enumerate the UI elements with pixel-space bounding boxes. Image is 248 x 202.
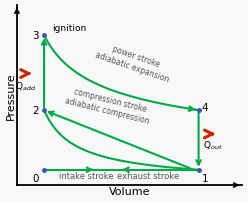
Text: Q$_{add}$: Q$_{add}$ bbox=[15, 80, 36, 92]
Text: 1: 1 bbox=[202, 173, 208, 183]
Text: 3: 3 bbox=[32, 31, 39, 41]
Text: compression stroke
adiabatic compression: compression stroke adiabatic compression bbox=[64, 85, 153, 126]
Y-axis label: Pressure: Pressure bbox=[5, 72, 16, 119]
X-axis label: Volume: Volume bbox=[109, 186, 151, 197]
Text: Q$_{out}$: Q$_{out}$ bbox=[203, 139, 223, 152]
Text: exhaust stroke: exhaust stroke bbox=[117, 171, 180, 180]
Text: power stroke
adiabatic expansion: power stroke adiabatic expansion bbox=[94, 39, 174, 83]
Text: intake stroke: intake stroke bbox=[59, 171, 113, 180]
Text: 4: 4 bbox=[202, 102, 208, 112]
Text: 0: 0 bbox=[32, 173, 39, 183]
Text: ignition: ignition bbox=[52, 24, 87, 33]
Text: 2: 2 bbox=[32, 106, 39, 116]
